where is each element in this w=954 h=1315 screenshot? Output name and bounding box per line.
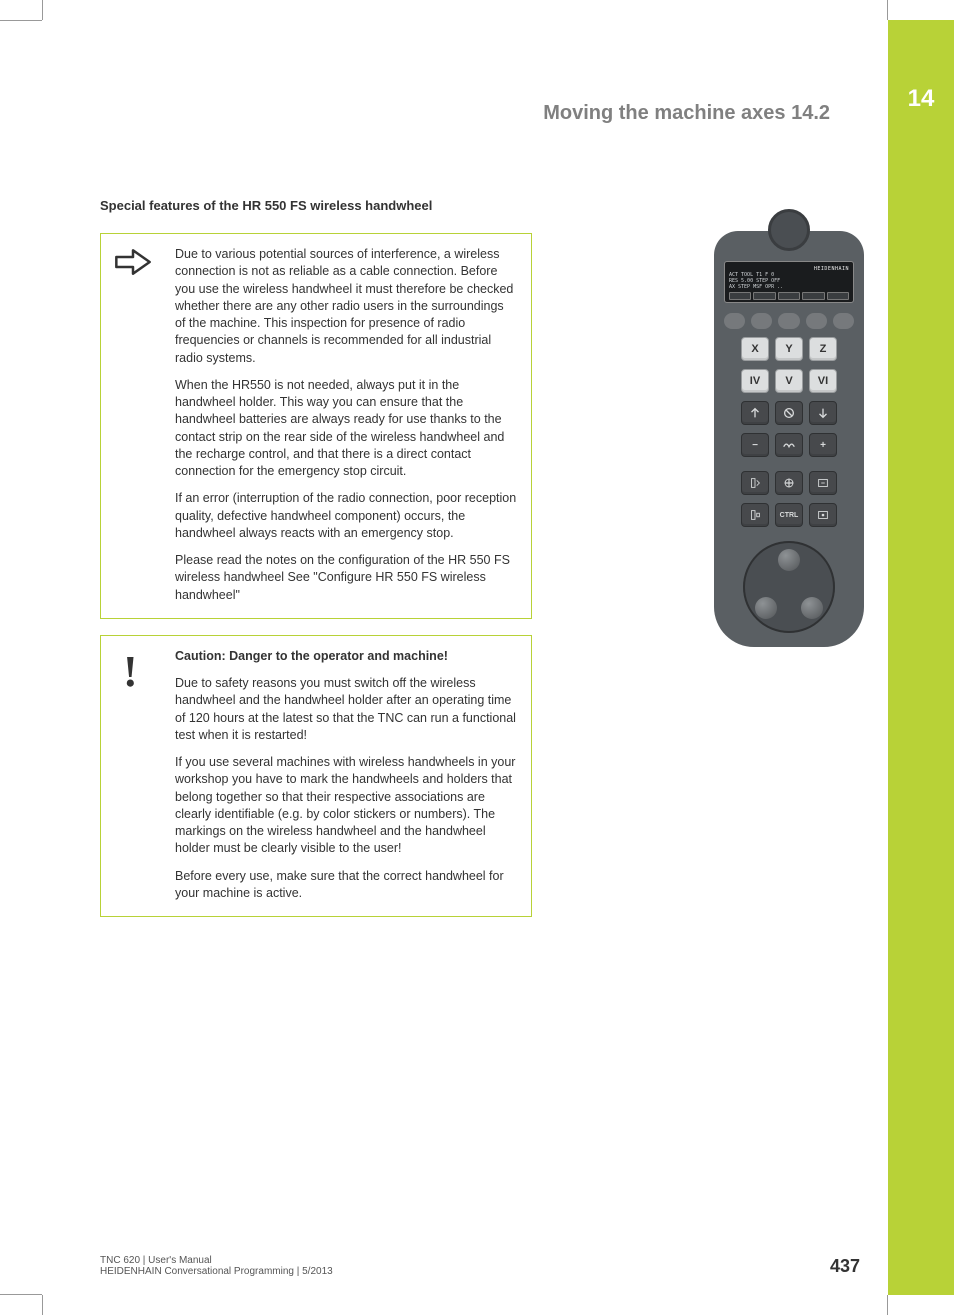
footer-text: TNC 620 | User's Manual HEIDENHAIN Conve… [100, 1255, 333, 1277]
footer-line: HEIDENHAIN Conversational Programming | … [100, 1266, 333, 1277]
datum-button [775, 471, 803, 495]
oval-button [724, 313, 745, 329]
spindle-button [741, 471, 769, 495]
function-row-2: CTRL [724, 503, 854, 527]
device-screen: HEIDENHAIN ACT TOOL T1 F 0 RES 5.00 STEP… [724, 261, 854, 303]
oval-button [778, 313, 799, 329]
note-paragraph: Due to various potential sources of inte… [175, 246, 517, 367]
note-box-caution: ! Caution: Danger to the operator and ma… [100, 635, 532, 917]
note-paragraph: If an error (interruption of the radio c… [175, 490, 517, 542]
plus-button: + [809, 433, 837, 457]
wheel-indent [755, 597, 777, 619]
note-text: Due to various potential sources of inte… [173, 234, 531, 618]
nc-stop-button [809, 503, 837, 527]
axis-z-button: Z [809, 337, 837, 361]
section-title: Moving the machine axes 14.2 [100, 102, 830, 125]
crop-mark [42, 0, 43, 20]
chapter-number: 14 [888, 85, 954, 113]
caution-icon: ! [101, 636, 173, 916]
arrow-right-icon [113, 265, 153, 282]
axis-iv-button: IV [741, 369, 769, 393]
oval-button [751, 313, 772, 329]
direction-down-button [809, 401, 837, 425]
ctrl-button: CTRL [775, 503, 803, 527]
crop-mark [887, 0, 888, 20]
nc-start-button [809, 471, 837, 495]
note-text: Caution: Danger to the operator and mach… [173, 636, 531, 916]
note-paragraph: Please read the notes on the configurati… [175, 552, 517, 604]
stop-button [775, 401, 803, 425]
minus-button: − [741, 433, 769, 457]
device-body: HEIDENHAIN ACT TOOL T1 F 0 RES 5.00 STEP… [714, 231, 864, 647]
axis-y-button: Y [775, 337, 803, 361]
oval-button [806, 313, 827, 329]
note-paragraph: Due to safety reasons you must switch of… [175, 675, 517, 744]
caution-title: Caution: Danger to the operator and mach… [175, 648, 517, 665]
softkey-row [729, 292, 849, 300]
note-icon [101, 234, 173, 618]
oval-button [833, 313, 854, 329]
rapid-button [775, 433, 803, 457]
direction-up-button [741, 401, 769, 425]
function-row-1 [724, 471, 854, 495]
note-box-info: Due to various potential sources of inte… [100, 233, 532, 619]
screen-softkey-labels: AX STEP MSF OPR .. [729, 284, 849, 290]
crop-mark [0, 1294, 42, 1295]
handwheel-dial [743, 541, 835, 633]
subsection-heading: Special features of the HR 550 FS wirele… [100, 198, 860, 213]
page-number: 437 [830, 1256, 860, 1277]
page-footer: TNC 620 | User's Manual HEIDENHAIN Conve… [100, 1255, 860, 1277]
crop-mark [887, 1295, 888, 1315]
handwheel-illustration: HEIDENHAIN ACT TOOL T1 F 0 RES 5.00 STEP… [714, 231, 864, 647]
spindle-off-button [741, 503, 769, 527]
device-oval-row [724, 313, 854, 329]
wheel-indent [778, 549, 800, 571]
note-paragraph: When the HR550 is not needed, always put… [175, 377, 517, 481]
speed-row: − + [724, 433, 854, 457]
axis-x-button: X [741, 337, 769, 361]
direction-row [724, 401, 854, 425]
axis-vi-button: VI [809, 369, 837, 393]
wheel-indent [801, 597, 823, 619]
emergency-stop-knob [768, 209, 810, 251]
axis-row-1: X Y Z [724, 337, 854, 361]
note-paragraph: If you use several machines with wireles… [175, 754, 517, 858]
exclamation-icon: ! [113, 648, 165, 689]
axis-row-2: IV V VI [724, 369, 854, 393]
footer-line: TNC 620 | User's Manual [100, 1255, 333, 1266]
note-paragraph: Before every use, make sure that the cor… [175, 868, 517, 903]
axis-v-button: V [775, 369, 803, 393]
crop-mark [0, 20, 42, 21]
crop-mark [42, 1295, 43, 1315]
chapter-tab: 14 [888, 20, 954, 1295]
